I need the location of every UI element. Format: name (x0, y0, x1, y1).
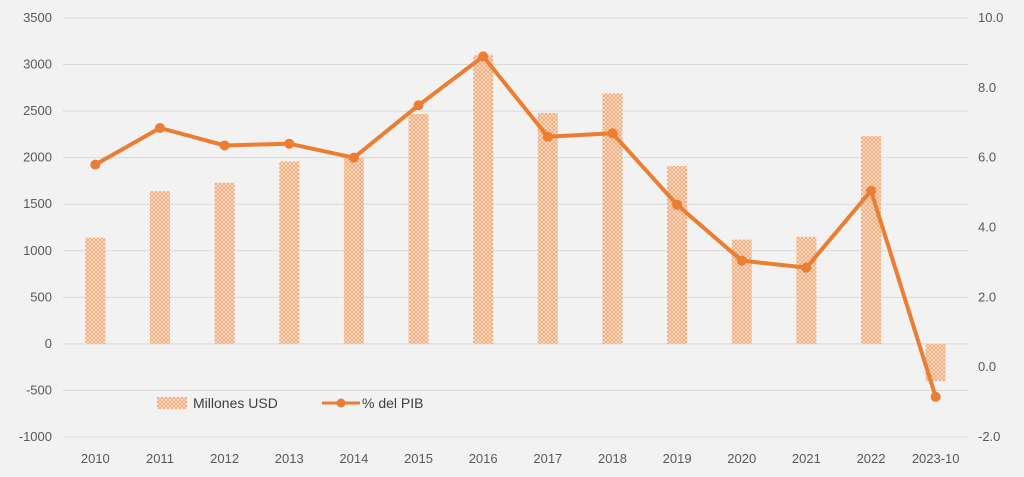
line-point (542, 131, 553, 142)
x-tick-label: 2022 (857, 451, 886, 466)
line-point (219, 140, 230, 151)
bar (149, 191, 170, 344)
y-left-tick-label: -1000 (19, 429, 52, 444)
line-series (90, 51, 941, 402)
bar (214, 182, 235, 344)
bar-series (85, 55, 946, 382)
bar (537, 112, 558, 344)
x-tick-label: 2016 (469, 451, 498, 466)
x-tick-label: 2014 (339, 451, 368, 466)
legend-label-bars: Millones USD (193, 395, 278, 411)
bar (343, 157, 364, 344)
line-point (801, 262, 812, 273)
legend-bar-swatch (157, 397, 187, 409)
y-left-tick-label: -500 (26, 382, 52, 397)
x-tick-label: 2013 (275, 451, 304, 466)
y-left-tick-label: 2500 (23, 103, 52, 118)
bar (796, 236, 817, 344)
bar (602, 93, 623, 344)
bar (408, 113, 429, 344)
bar (667, 166, 688, 344)
bar (861, 136, 882, 344)
x-tick-label: 2018 (598, 451, 627, 466)
bar (473, 55, 494, 344)
line-point (90, 159, 101, 170)
y-left-tick-label: 0 (45, 336, 52, 351)
x-tick-label: 2015 (404, 451, 433, 466)
line-point (930, 391, 941, 402)
y-right-tick-label: 10.0 (978, 10, 1003, 25)
y-left-tick-label: 3000 (23, 57, 52, 72)
y-right-tick-label: 4.0 (978, 220, 996, 235)
bar (925, 343, 946, 382)
x-tick-label: 2010 (81, 451, 110, 466)
series-line (94, 54, 938, 398)
y-right-tick-label: 0.0 (978, 359, 996, 374)
legend: Millones USD % del PIB (157, 395, 423, 411)
x-tick-label: 2017 (533, 451, 562, 466)
y-right-tick-label: -2.0 (978, 429, 1000, 444)
y-left-tick-label: 500 (30, 289, 52, 304)
y-left-tick-label: 3500 (23, 10, 52, 25)
line-point (736, 255, 747, 266)
x-tick-label: 2020 (727, 451, 756, 466)
legend-label-line: % del PIB (362, 395, 423, 411)
line-point (154, 122, 165, 133)
line-point (348, 152, 359, 163)
x-tick-label: 2012 (210, 451, 239, 466)
line-point (413, 100, 424, 111)
y-right-tick-label: 8.0 (978, 80, 996, 95)
x-tick-label: 2011 (146, 451, 174, 466)
bar (731, 239, 752, 344)
legend-line-marker (336, 398, 346, 408)
y-left-tick-label: 1500 (23, 196, 52, 211)
line-point (284, 138, 295, 149)
x-tick-label: 2019 (663, 451, 692, 466)
y-left-tick-label: 1000 (23, 243, 52, 258)
x-tick-label: 2021 (792, 451, 821, 466)
axes: -1000 -500 0 500 1000 1500 2000 2500 3000 3500 -2.… (19, 10, 1004, 466)
line-point (866, 185, 877, 196)
y-right-tick-label: 2.0 (978, 289, 996, 304)
y-left-tick-label: 2000 (23, 150, 52, 165)
gridlines (63, 17, 968, 438)
line-point (607, 128, 618, 139)
y-right-tick-label: 6.0 (978, 150, 996, 165)
bar (279, 161, 300, 344)
line-point (672, 199, 683, 210)
line-point (478, 51, 489, 62)
x-tick-label: 2023-10 (912, 451, 960, 466)
bar (85, 237, 106, 344)
